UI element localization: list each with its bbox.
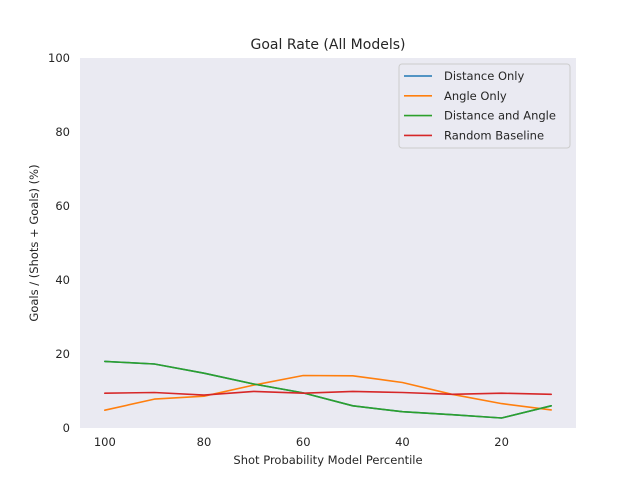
legend: Distance Only Angle Only Distance and Angl… <box>398 63 571 149</box>
legend-label: Distance Only <box>444 69 524 83</box>
y-tick-labels: 0 20 40 60 80 100 <box>48 51 70 435</box>
y-tick-label: 60 <box>55 199 70 213</box>
y-tick-label: 0 <box>63 421 70 435</box>
series-line-2 <box>104 360 553 419</box>
legend-label: Angle Only <box>444 89 507 103</box>
series-line-1 <box>104 374 553 412</box>
x-tick-labels: 100 80 60 40 20 <box>94 435 509 449</box>
legend-label: Distance and Angle <box>444 109 556 123</box>
x-tick-label: 80 <box>197 435 212 449</box>
legend-label: Random Baseline <box>444 128 544 142</box>
y-tick-label: 100 <box>48 51 70 65</box>
x-tick-label: 20 <box>494 435 509 449</box>
x-axis-label: Shot Probability Model Percentile <box>233 453 422 467</box>
x-tick-label: 40 <box>395 435 410 449</box>
x-tick-label: 60 <box>296 435 311 449</box>
series-line-3 <box>104 390 553 396</box>
chart-title: Goal Rate (All Models) <box>251 37 406 53</box>
x-tick-label: 100 <box>94 435 116 449</box>
y-tick-label: 80 <box>55 125 70 139</box>
y-tick-label: 40 <box>55 273 70 287</box>
y-axis-label: Goals / (Shots + Goals) (%) <box>27 164 41 321</box>
legend-box <box>398 63 571 149</box>
y-tick-label: 20 <box>55 347 70 361</box>
series-lines <box>104 360 553 419</box>
